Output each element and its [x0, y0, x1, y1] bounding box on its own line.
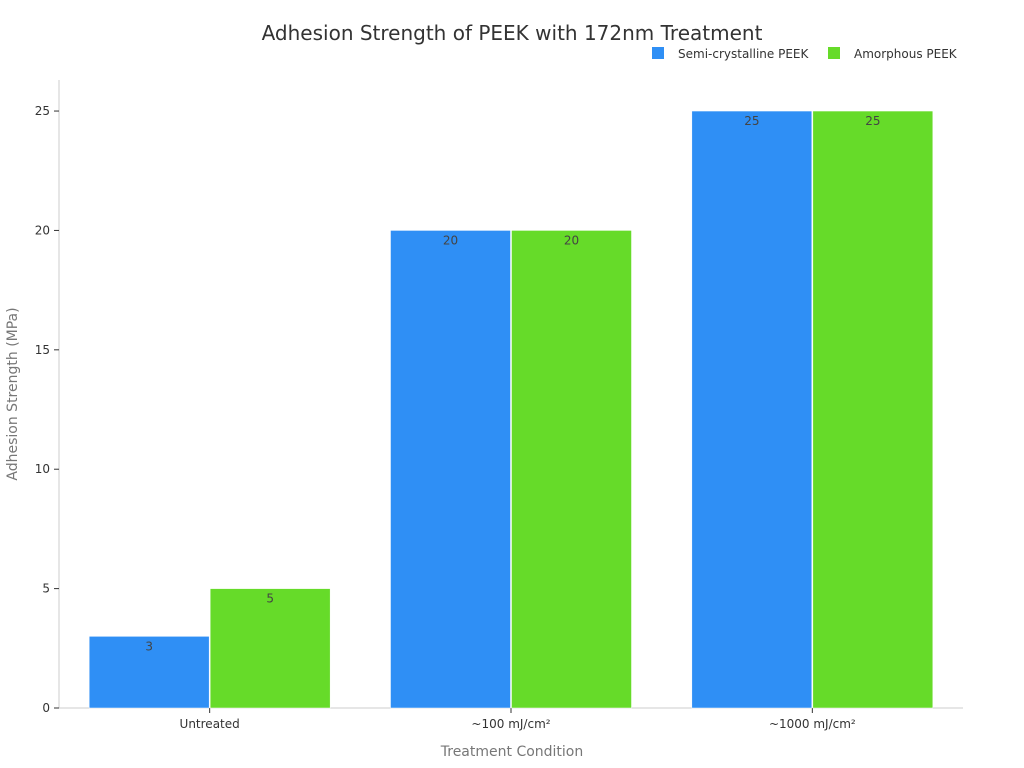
y-tick-label: 10 — [35, 462, 50, 476]
x-tick-label: ~1000 mJ/cm² — [769, 717, 856, 731]
bar — [812, 110, 934, 709]
legend: Semi-crystalline PEEK Amorphous PEEK — [652, 47, 958, 61]
y-tick-label: 5 — [42, 582, 50, 596]
y-tick-label: 15 — [35, 343, 50, 357]
y-tick-label: 0 — [42, 701, 50, 715]
y-tick-label: 25 — [35, 104, 50, 118]
x-tick-label: ~100 mJ/cm² — [471, 717, 550, 731]
chart-title: Adhesion Strength of PEEK with 172nm Tre… — [262, 21, 763, 45]
y-tick-label: 20 — [35, 223, 50, 237]
bar — [209, 588, 331, 709]
x-axis: Untreated ~100 mJ/cm² ~1000 mJ/cm² — [59, 707, 963, 731]
y-axis-label: Adhesion Strength (MPa) — [5, 307, 21, 480]
bar — [390, 230, 511, 709]
data-label: 25 — [744, 114, 759, 128]
data-label: 20 — [443, 233, 458, 247]
data-label: 20 — [564, 233, 579, 247]
legend-label: Amorphous PEEK — [854, 47, 958, 61]
y-axis: 0 5 10 15 20 25 — [35, 80, 60, 715]
data-labels: 3 5 20 20 25 25 — [145, 114, 880, 653]
legend-label: Semi-crystalline PEEK — [678, 47, 810, 61]
bar — [88, 636, 210, 709]
x-axis-label: Treatment Condition — [440, 744, 584, 760]
bar — [691, 110, 813, 709]
bars — [88, 110, 934, 709]
data-label: 5 — [266, 592, 274, 606]
legend-swatch — [652, 47, 664, 59]
legend-swatch — [828, 47, 840, 59]
data-label: 25 — [865, 114, 880, 128]
data-label: 3 — [145, 639, 153, 653]
x-tick-label: Untreated — [180, 717, 240, 731]
bar — [511, 230, 632, 709]
